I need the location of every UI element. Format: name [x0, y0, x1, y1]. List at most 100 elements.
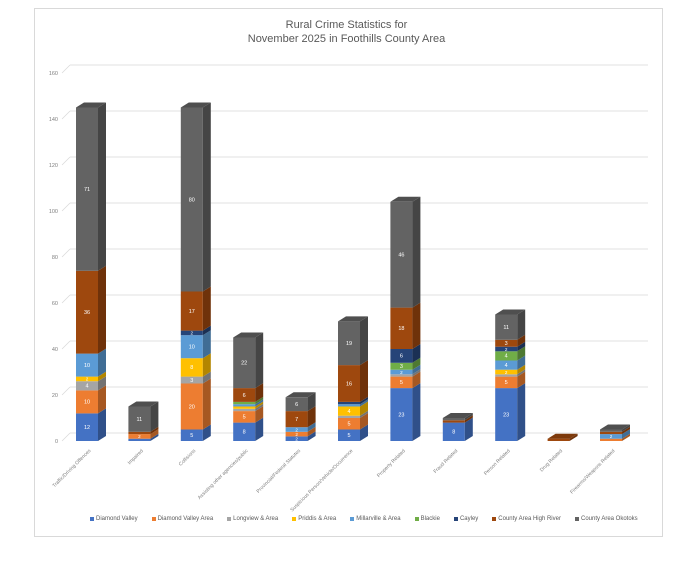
- bar-segment[interactable]: [495, 376, 518, 389]
- bar-segment[interactable]: [233, 422, 256, 441]
- bar-segment[interactable]: [233, 406, 256, 409]
- bar-segment[interactable]: [495, 351, 518, 361]
- bar-segment[interactable]: [600, 431, 622, 435]
- bar-segment[interactable]: [338, 321, 360, 366]
- bar-segment[interactable]: [128, 438, 151, 441]
- bar-segment[interactable]: [442, 422, 465, 441]
- legend-item[interactable]: Longview & Area: [227, 516, 278, 522]
- bar-segment[interactable]: [285, 397, 308, 412]
- bar-segment[interactable]: [442, 418, 465, 421]
- bar-side: [98, 408, 106, 441]
- bar-segment[interactable]: [76, 413, 98, 441]
- bar-segment[interactable]: [338, 404, 360, 407]
- bar-segment[interactable]: [390, 349, 413, 363]
- bar-segment[interactable]: [180, 107, 203, 292]
- chart-title: Rural Crime Statistics for November 2025…: [0, 18, 693, 46]
- bar-segment[interactable]: [180, 429, 203, 442]
- bar-stack[interactable]: 8: [442, 413, 473, 441]
- bar-segment[interactable]: [338, 401, 360, 405]
- bar-stack[interactable]: 2: [600, 424, 630, 442]
- bar-segment[interactable]: [495, 360, 518, 370]
- legend-item[interactable]: Millarville & Area: [350, 516, 401, 522]
- legend-item[interactable]: Cayley: [453, 516, 478, 522]
- bar-stack[interactable]: [547, 433, 578, 441]
- bar-side: [517, 369, 526, 377]
- bar-segment[interactable]: [390, 369, 413, 375]
- bar-segment[interactable]: [495, 374, 518, 377]
- bar-stack[interactable]: 23 5 23 6 18 46: [390, 196, 421, 441]
- data-label: 4: [505, 363, 508, 369]
- legend-item[interactable]: Diamond Valley Area: [151, 516, 213, 522]
- bar-segment[interactable]: [180, 335, 203, 359]
- bar-segment[interactable]: [76, 270, 98, 354]
- bar-segment[interactable]: [233, 388, 256, 402]
- legend-item[interactable]: Priddis & Area: [292, 516, 336, 522]
- bar-segment[interactable]: [128, 431, 151, 435]
- legend-item[interactable]: County Area Okotoks: [574, 516, 638, 522]
- bar-segment[interactable]: [233, 337, 256, 389]
- legend-item[interactable]: County Area High River: [492, 516, 561, 522]
- bar-segment[interactable]: [338, 415, 360, 418]
- bar-segment[interactable]: [495, 339, 518, 347]
- bar-segment[interactable]: [76, 376, 98, 382]
- bar-segment[interactable]: [495, 346, 518, 352]
- bar-segment[interactable]: [600, 438, 622, 441]
- bar-segment[interactable]: [128, 434, 151, 439]
- bar-segment[interactable]: [233, 408, 256, 412]
- bar-segment[interactable]: [128, 406, 151, 432]
- bar-stack[interactable]: 2 11: [128, 401, 159, 442]
- bar-segment[interactable]: [390, 388, 413, 441]
- bar-segment[interactable]: [338, 418, 360, 430]
- bar-side: [98, 371, 106, 382]
- bar-segment[interactable]: [76, 390, 98, 414]
- bar-segment[interactable]: [547, 438, 570, 441]
- bar-segment[interactable]: [285, 436, 308, 441]
- bar-segment[interactable]: [233, 404, 256, 407]
- bar-segment[interactable]: [180, 358, 203, 377]
- bar-stack[interactable]: 5 20 3 8 10 2 17 80: [180, 102, 211, 442]
- bar-segment[interactable]: [600, 434, 622, 439]
- bar-segment[interactable]: [495, 388, 518, 441]
- bar-segment[interactable]: [338, 406, 360, 416]
- legend-item[interactable]: Blackie: [414, 516, 440, 522]
- data-label: 36: [84, 310, 90, 316]
- bar-segment[interactable]: [180, 376, 203, 384]
- bar-segment[interactable]: [233, 411, 256, 423]
- bar-segment[interactable]: [495, 314, 518, 340]
- data-label: 2: [295, 437, 298, 442]
- bar-segment[interactable]: [76, 107, 98, 271]
- bar-segment[interactable]: [390, 376, 413, 389]
- bar-side: [98, 348, 106, 377]
- bar-segment[interactable]: [180, 383, 203, 430]
- data-label: 5: [243, 415, 246, 421]
- bar-segment[interactable]: [390, 307, 413, 349]
- bar-stack[interactable]: 5 5 4 16 19: [338, 316, 368, 441]
- bar-segment[interactable]: [442, 420, 465, 423]
- legend-item[interactable]: Diamond Valley: [90, 516, 138, 522]
- bar-segment[interactable]: [76, 381, 98, 391]
- bar-side: [360, 424, 368, 441]
- data-label: 6: [400, 354, 403, 360]
- bar-stack[interactable]: 8 5 6 22: [233, 332, 264, 442]
- bar-segment[interactable]: [390, 362, 413, 370]
- bar-segment[interactable]: [180, 330, 203, 336]
- bar-segment[interactable]: [76, 353, 98, 377]
- data-label: 2: [86, 377, 89, 382]
- bar-segment[interactable]: [390, 201, 413, 308]
- bar-segment[interactable]: [600, 429, 622, 432]
- bar-segment[interactable]: [390, 374, 413, 377]
- bar-stack[interactable]: 12 10 4 2 10 36 71: [76, 102, 106, 442]
- bar-segment[interactable]: [285, 431, 308, 437]
- bar-segment[interactable]: [495, 369, 518, 375]
- bar-segment[interactable]: [233, 401, 256, 405]
- data-label: 2: [295, 427, 298, 432]
- x-tick-label: Person Related: [483, 448, 512, 477]
- bar-segment[interactable]: [338, 365, 360, 402]
- bar-segment[interactable]: [338, 429, 360, 442]
- bar-segment[interactable]: [180, 291, 203, 331]
- bar-segment[interactable]: [285, 427, 308, 432]
- bar-segment[interactable]: [285, 411, 308, 428]
